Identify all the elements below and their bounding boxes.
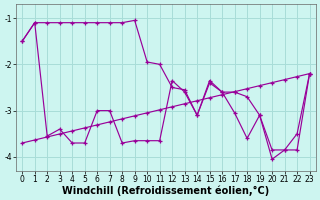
X-axis label: Windchill (Refroidissement éolien,°C): Windchill (Refroidissement éolien,°C) bbox=[62, 185, 269, 196]
